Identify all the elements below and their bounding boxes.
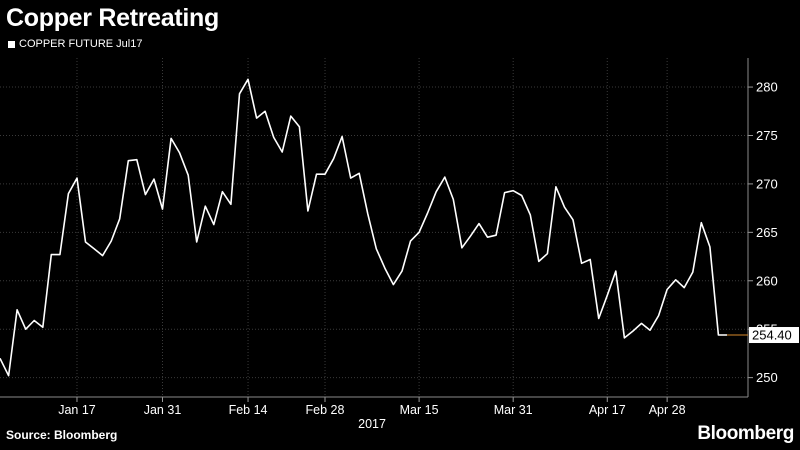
source-note: Source: Bloomberg <box>6 428 118 442</box>
y-axis: 250255260265270275280 <box>747 58 778 397</box>
x-tick-label: Mar 31 <box>494 403 533 417</box>
last-value-label: 254.40 <box>752 328 792 343</box>
y-tick-label: 280 <box>756 80 778 95</box>
y-tick-label: 270 <box>756 176 778 191</box>
series-layer: 254.40 <box>0 78 799 377</box>
legend: COPPER FUTURE Jul17 <box>8 38 142 50</box>
x-tick-label: Feb 28 <box>306 403 345 417</box>
y-tick-label: 250 <box>756 370 778 385</box>
series-line-copper <box>0 78 727 377</box>
bloomberg-logo: Bloomberg <box>697 423 794 444</box>
y-tick-label: 275 <box>756 128 778 143</box>
legend-swatch <box>8 40 15 48</box>
legend-label: COPPER FUTURE Jul17 <box>19 38 143 50</box>
chart-title: Copper Retreating <box>6 4 219 32</box>
x-tick-label: Mar 15 <box>400 403 439 417</box>
last-value-box <box>749 327 799 344</box>
x-tick-label: Jan 17 <box>58 403 96 417</box>
gridlines <box>0 58 748 397</box>
x-tick-label: Apr 28 <box>649 403 686 417</box>
x-tick-label: Feb 14 <box>229 403 268 417</box>
x-tick-label: Apr 17 <box>589 403 626 417</box>
y-tick-label: 265 <box>756 225 778 240</box>
x-axis: Jan 17 Jan 31 Feb 14 Feb 28 Mar 15 Mar 31 Apr … <box>0 396 748 431</box>
x-tick-label: Jan 31 <box>144 403 182 417</box>
y-tick-label: 260 <box>756 273 778 288</box>
x-axis-title: 2017 <box>358 417 386 431</box>
